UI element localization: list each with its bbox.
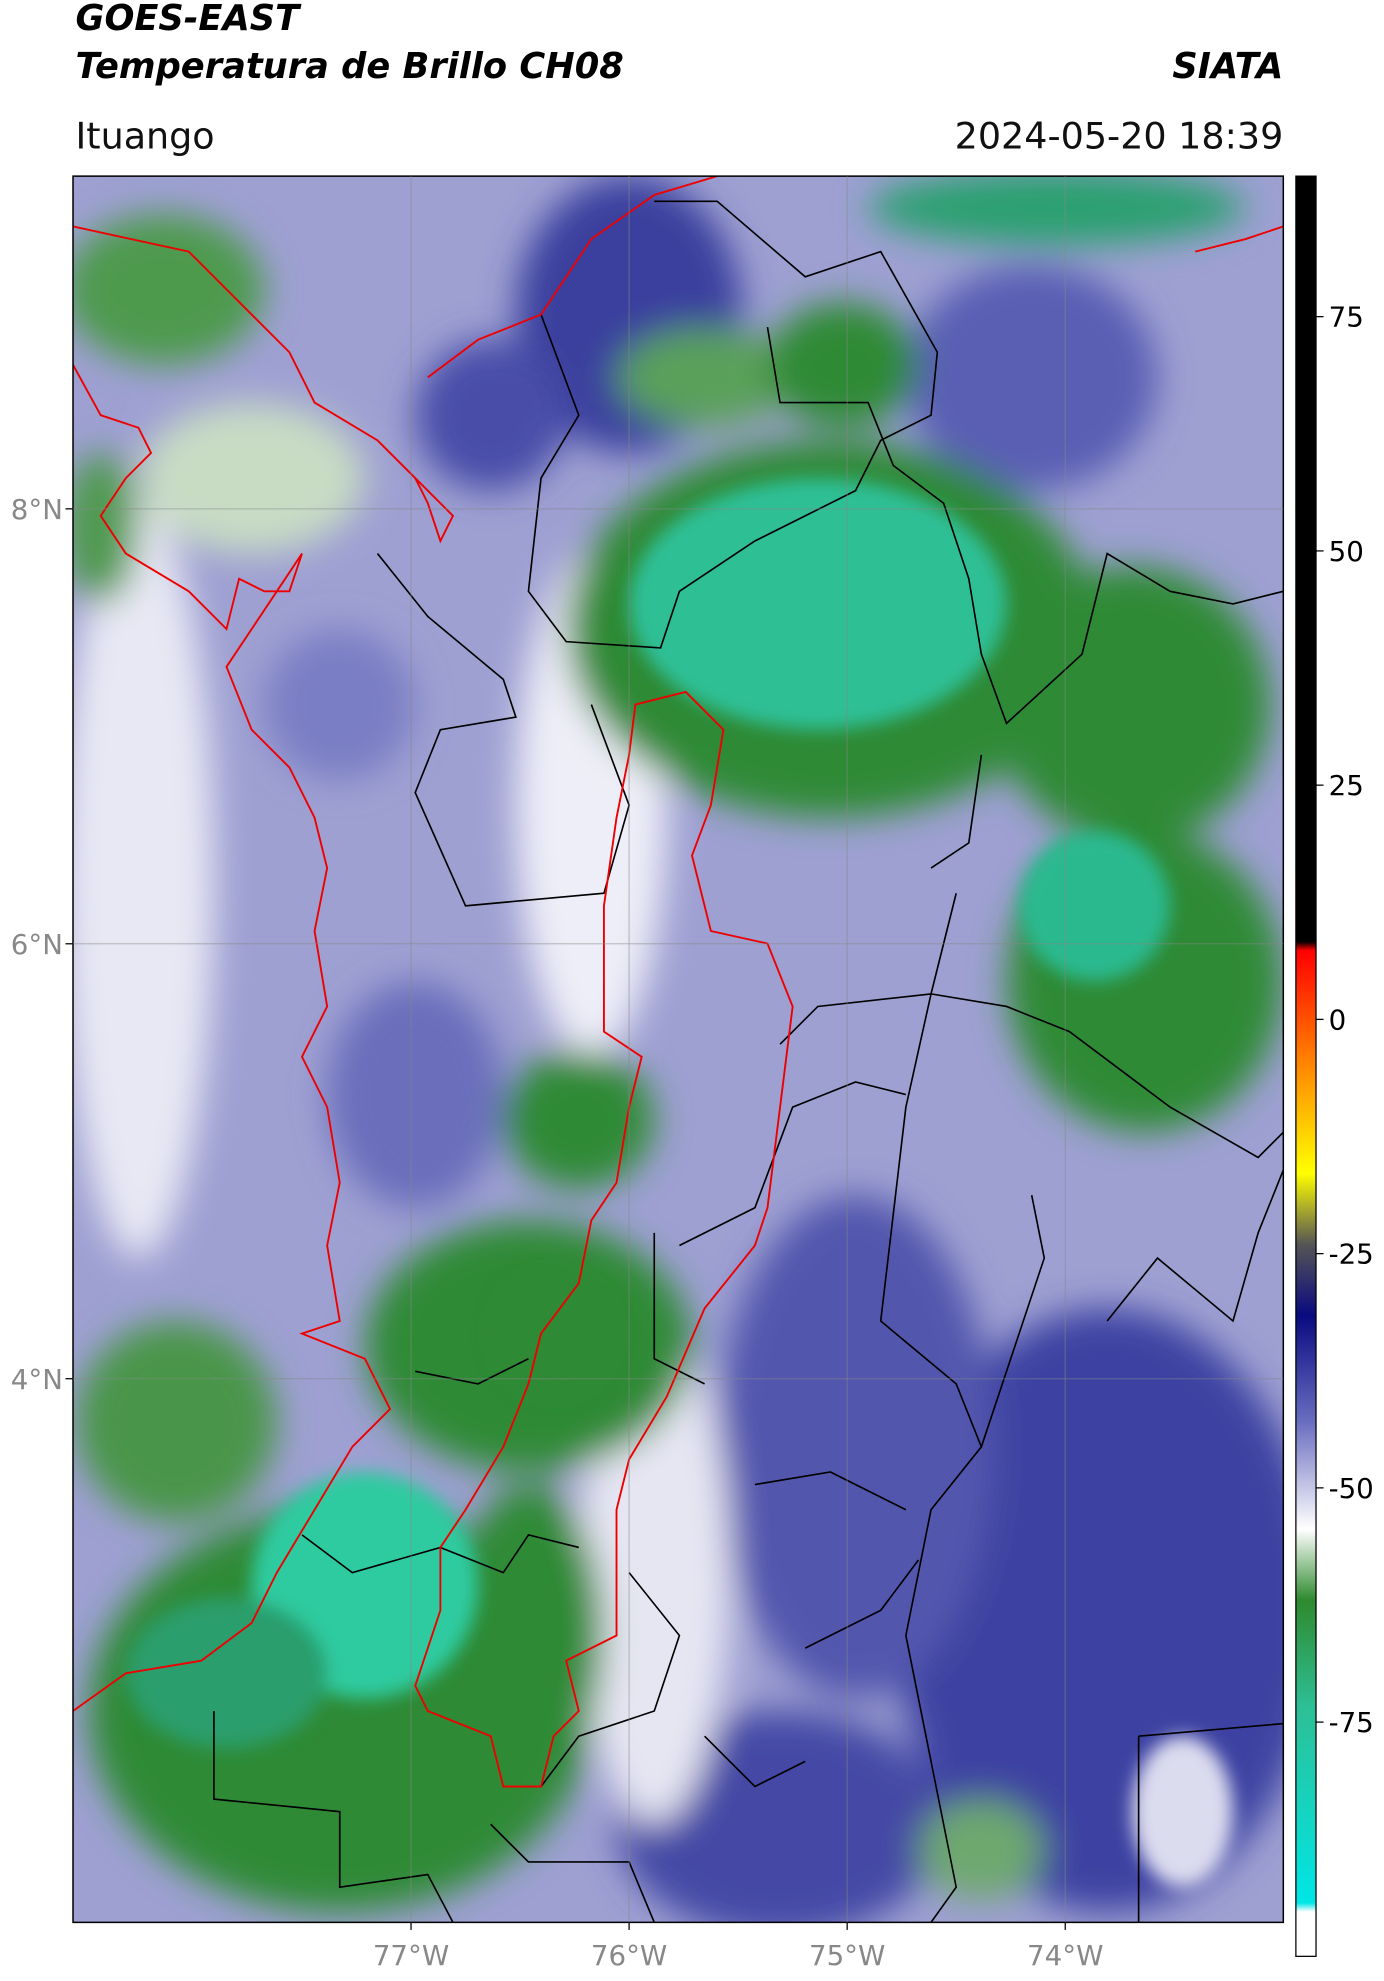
datetime: 2024-05-20 18:39 — [955, 114, 1284, 157]
colorbar-tick-label: -50 — [1329, 1472, 1374, 1505]
y-tick-label: 8°N — [11, 493, 63, 526]
y-tick-label: 6°N — [11, 928, 63, 961]
x-tick-label: 76°W — [591, 1939, 667, 1972]
colorbar-tick-label: -75 — [1329, 1706, 1374, 1739]
x-tick-label: 74°W — [1027, 1939, 1103, 1972]
y-tick-label: 4°N — [11, 1363, 63, 1396]
colorbar-tick-label: 75 — [1329, 301, 1364, 334]
colorbar-tick-label: 25 — [1329, 769, 1364, 802]
x-tick-label: 75°W — [809, 1939, 885, 1972]
map-frame — [72, 175, 1285, 1924]
colorbar-tick-label: 0 — [1329, 1003, 1347, 1036]
satellite-field — [73, 176, 1284, 1923]
title: GOES-EAST — [76, 0, 303, 39]
subtitle: Temperatura de Brillo CH08 — [76, 46, 624, 87]
x-tick-label: 77°W — [373, 1939, 449, 1972]
colorbar — [1295, 175, 1317, 1957]
colorbar-tick-label: -25 — [1329, 1238, 1374, 1271]
location: Ituango — [76, 114, 215, 157]
brand: SIATA — [1172, 46, 1283, 87]
colorbar-tick-label: 50 — [1329, 535, 1364, 568]
grid — [73, 176, 1284, 1923]
